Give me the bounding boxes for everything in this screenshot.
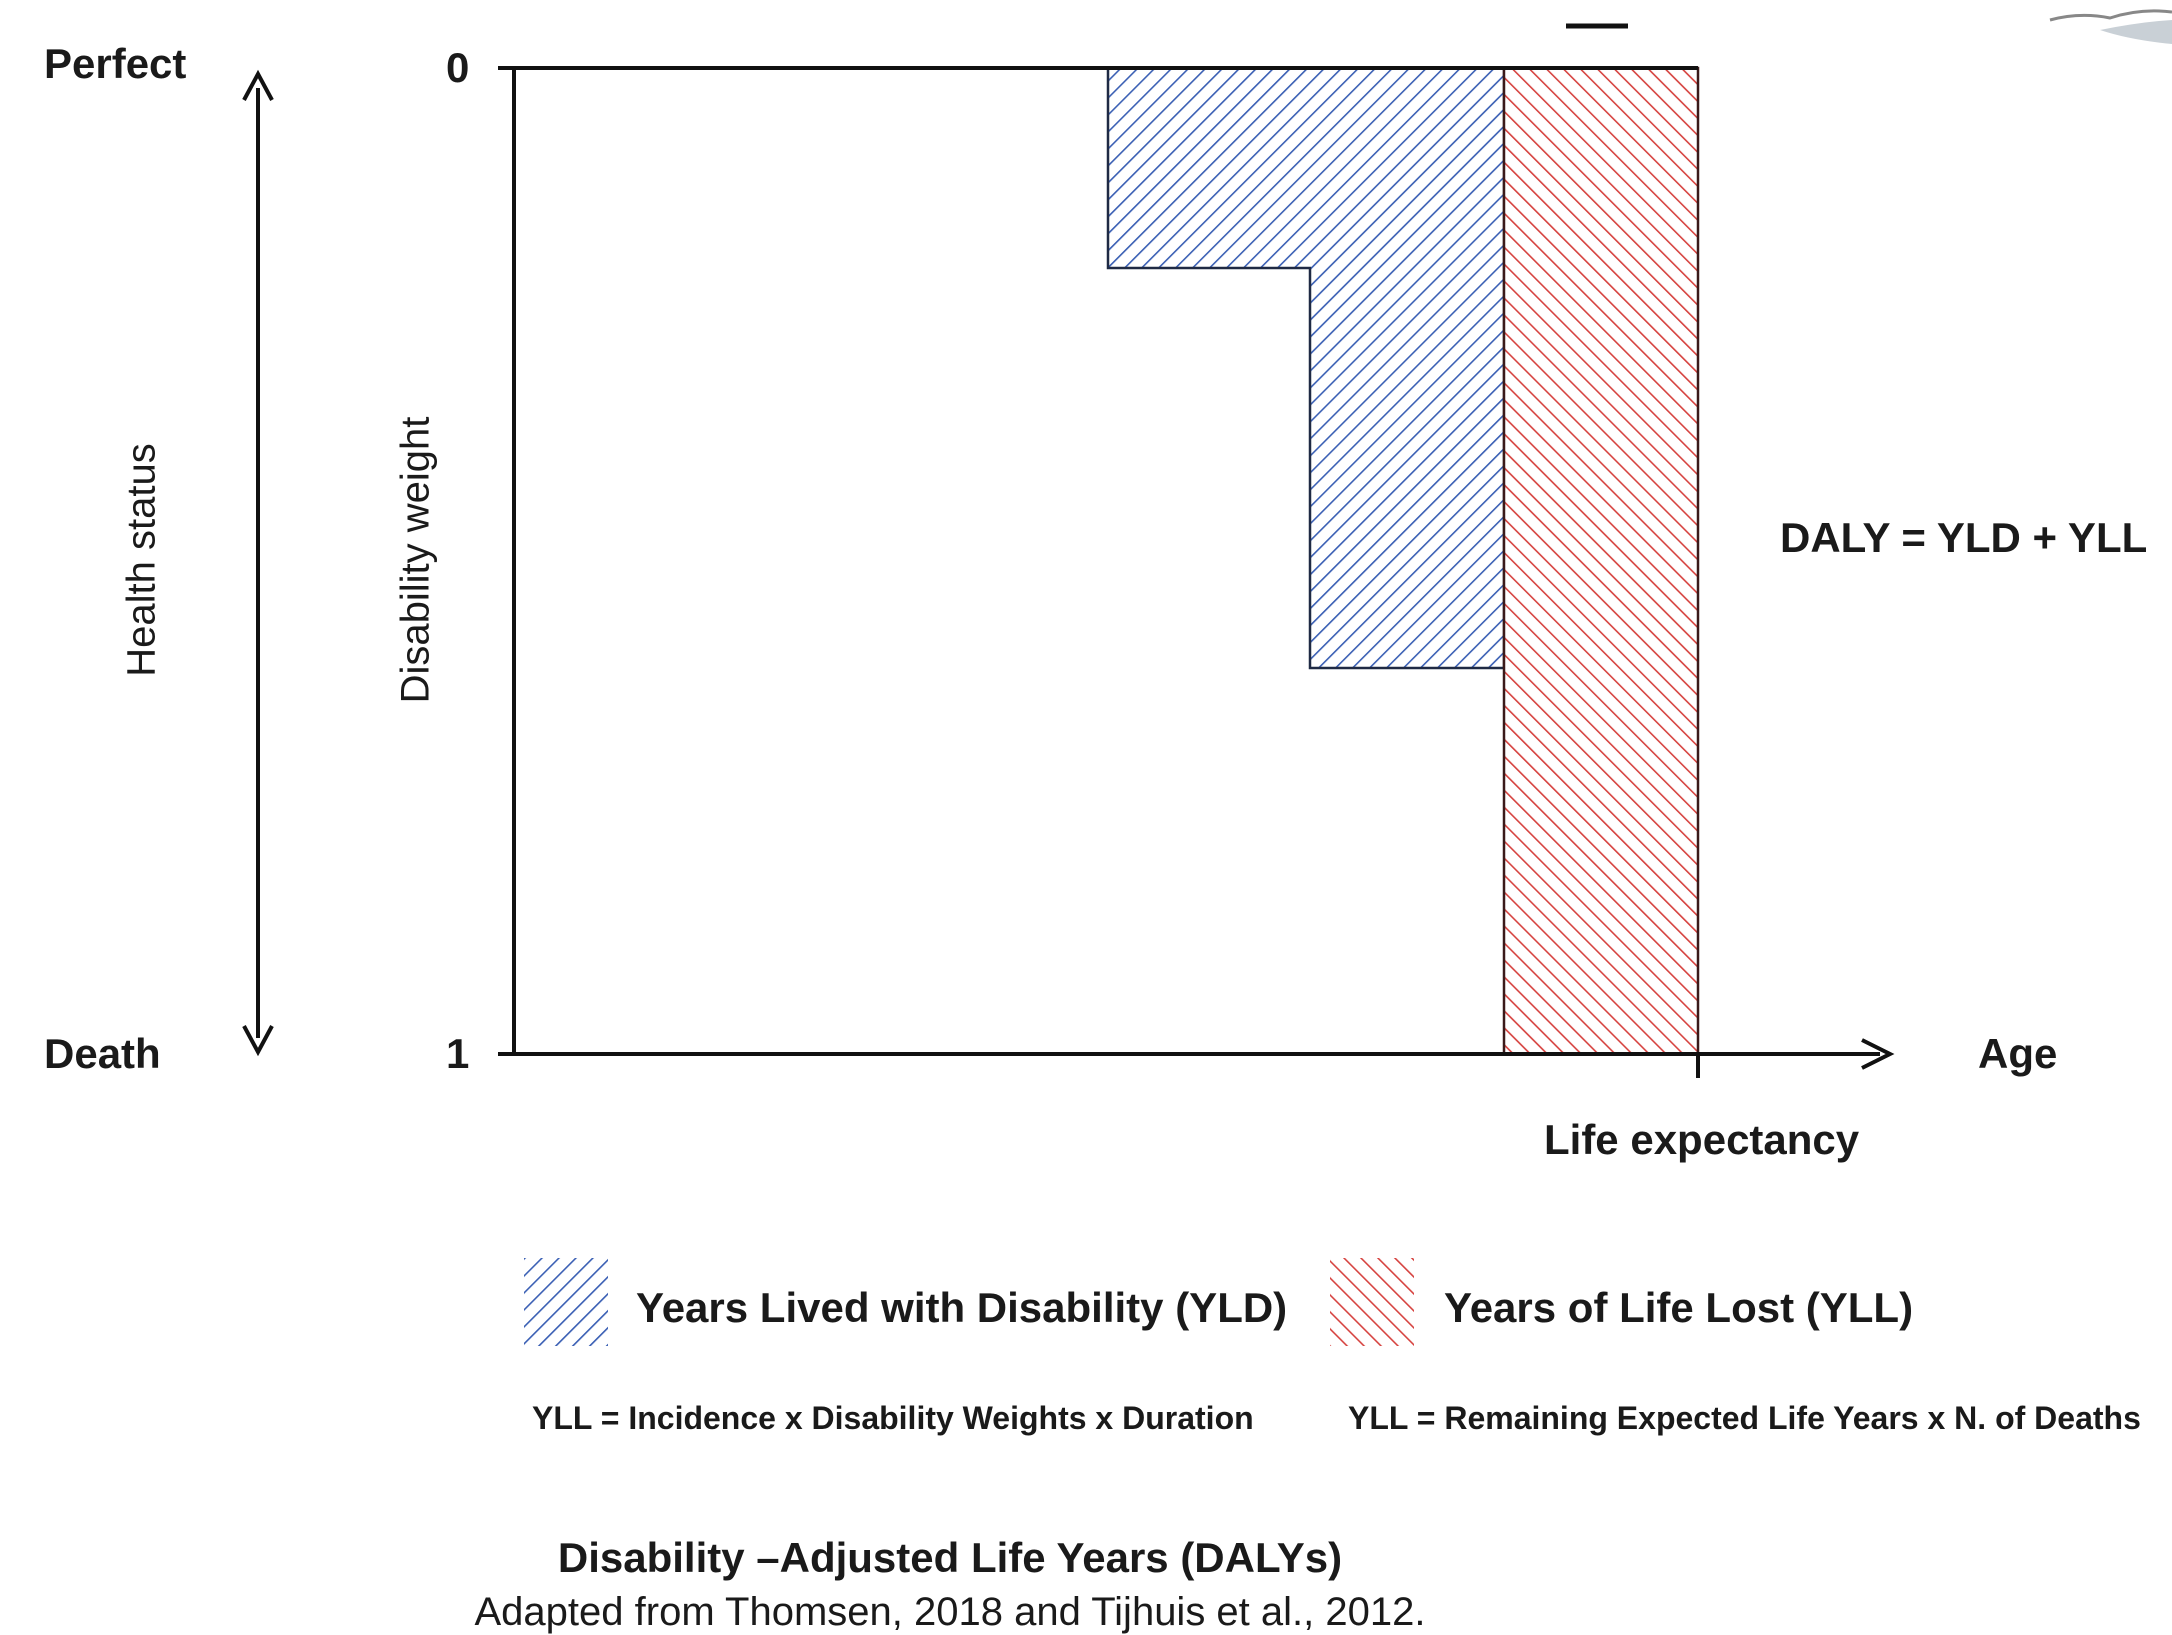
life-expectancy-label: Life expectancy (1544, 1116, 1860, 1163)
legend-yll-label: Years of Life Lost (YLL) (1444, 1284, 1914, 1331)
health-top-label: Perfect (44, 40, 187, 87)
yld-area (1106, 66, 1506, 670)
disability-tick-1: 1 (446, 1030, 470, 1077)
age-arrow-icon (1861, 1038, 1895, 1070)
legend-yld-label: Years Lived with Disability (YLD) (636, 1284, 1288, 1331)
arrow-up-icon (242, 69, 274, 101)
caption-source: Adapted from Thomsen, 2018 and Tijhuis e… (474, 1590, 1426, 1634)
corner-decoration (2049, 9, 2172, 22)
health-status-label: Health status (119, 443, 164, 677)
yll-area (1502, 66, 1700, 1056)
formula-right: YLL = Remaining Expected Life Years x N.… (1348, 1400, 2141, 1436)
disability-tick-0: 0 (446, 44, 470, 91)
formula-left: YLL = Incidence x Disability Weights x D… (532, 1400, 1254, 1436)
daly-equation: DALY = YLD + YLL (1780, 514, 2148, 561)
age-axis-label: Age (1978, 1030, 2058, 1077)
caption-title: Disability –Adjusted Life Years (DALYs) (557, 1534, 1343, 1581)
arrow-down-icon (242, 1025, 274, 1057)
legend-yll-swatch (1330, 1258, 1414, 1346)
health-bottom-label: Death (44, 1030, 161, 1077)
disability-weight-label: Disability weight (393, 416, 438, 704)
corner-decoration-fill (2100, 20, 2172, 44)
legend-yld-swatch (524, 1258, 608, 1346)
